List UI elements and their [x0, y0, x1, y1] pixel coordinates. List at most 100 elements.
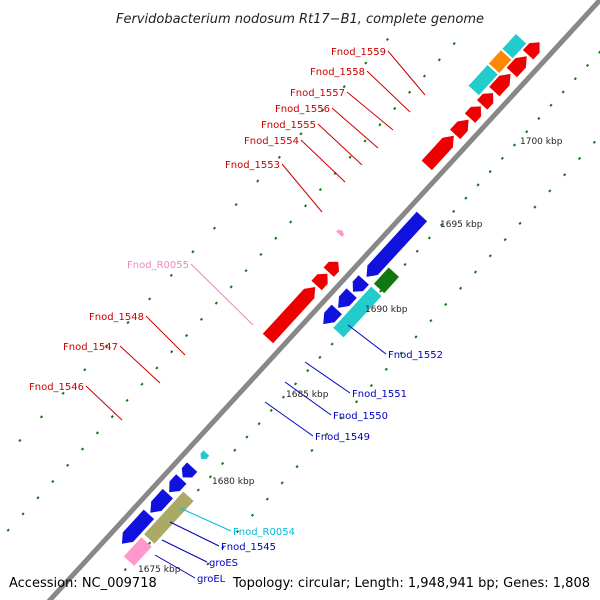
tick-mark	[429, 319, 433, 323]
tick-mark	[83, 368, 87, 372]
tick-mark	[295, 465, 299, 469]
label-leader-lines	[85, 50, 426, 579]
tick-mark	[364, 61, 368, 65]
tick-mark	[318, 187, 322, 192]
tick-mark	[269, 408, 273, 413]
leader-fnod-r0054	[179, 507, 232, 532]
tick-mark	[340, 416, 344, 420]
gene-fnod-1545	[169, 474, 187, 493]
gene-blue-small	[181, 462, 198, 478]
tick-mark	[384, 367, 388, 371]
tick-mark	[473, 270, 478, 274]
tick-mark	[110, 415, 114, 419]
gene-green	[373, 267, 399, 294]
leader-fnod-1549	[264, 401, 314, 437]
genome-summary-text: Topology: circular; Length: 1,948,941 bp…	[232, 576, 590, 591]
tick-mark	[126, 320, 130, 325]
tick-mark	[257, 422, 261, 426]
leader-fnod-1558	[366, 70, 411, 113]
gene-fnod-1556	[477, 93, 494, 110]
label-fnod-1554: Fnod_1554	[244, 136, 299, 147]
tick-mark	[169, 273, 173, 277]
tick-mark	[185, 333, 189, 338]
tick-mark	[318, 355, 322, 359]
label-fnod-1551: Fnod_1551	[352, 389, 407, 400]
tick-mark	[6, 528, 10, 532]
tick-mark	[525, 130, 529, 134]
tick-mark	[518, 221, 522, 225]
gene-olive	[144, 491, 194, 544]
tick-mark	[403, 262, 407, 267]
tick-mark	[488, 254, 492, 258]
tick-mark	[415, 249, 419, 253]
leader-groes	[161, 539, 208, 563]
label-fnod-1555: Fnod_1555	[261, 120, 316, 131]
tick-mark	[123, 568, 127, 572]
tick-mark	[500, 156, 504, 160]
tick-mark	[212, 226, 217, 230]
tick-mark	[244, 269, 248, 273]
tick-mark	[488, 169, 492, 174]
gene-cyan-c	[333, 286, 382, 338]
tick-mark	[369, 383, 373, 388]
tick-mark	[280, 481, 284, 485]
tick-mark	[245, 435, 249, 439]
gene-labels: Fnod_1559 Fnod_1558 Fnod_1557 Fnod_1556 Fnod…	[29, 47, 443, 585]
tick-mark	[18, 438, 22, 443]
tick-mark	[549, 103, 553, 107]
gene-fnod-1559	[522, 42, 540, 60]
gene-fnod-1546	[262, 287, 316, 344]
gene-orange	[488, 50, 512, 73]
gene-fnod-1554	[450, 119, 469, 140]
label-fnod-r0055: Fnod_R0055	[127, 260, 189, 271]
tick-mark	[512, 143, 517, 147]
tick-mark	[234, 202, 238, 207]
leader-fnod-1554	[300, 139, 346, 183]
label-fnod-1556: Fnod_1556	[275, 104, 330, 115]
tick-mark	[378, 123, 382, 127]
tick-mark	[299, 132, 303, 136]
leader-fnod-r0055	[190, 263, 254, 326]
tick-mark	[199, 317, 204, 321]
leader-fnod-1559	[387, 50, 426, 96]
tick-mark	[236, 529, 240, 534]
tick-mark	[170, 350, 174, 354]
tick-mark	[259, 252, 263, 257]
scale-label: 1700 kbp	[520, 137, 563, 147]
gene-fnod-1557	[489, 73, 511, 97]
tick-mark	[439, 223, 444, 227]
tick-mark	[293, 382, 298, 386]
gene-fnod-r0055	[336, 229, 344, 237]
tick-mark	[464, 196, 468, 200]
tick-mark	[548, 189, 552, 193]
tick-mark	[214, 301, 218, 305]
tick-mark	[95, 431, 99, 435]
label-groes: groES	[209, 558, 238, 569]
accession-text: Accession: NC_009718	[9, 576, 157, 591]
tick-mark	[452, 42, 456, 46]
gene-fnod-1551	[352, 275, 369, 292]
label-fnod-r0054: Fnod_R0054	[233, 527, 295, 538]
leader-fnod-1548	[145, 315, 186, 356]
tick-mark	[414, 335, 418, 339]
tick-mark	[399, 351, 403, 355]
label-fnod-1553: Fnod_1553	[225, 160, 280, 171]
leader-fnod-1556	[331, 107, 379, 149]
leader-fnod-1555	[317, 123, 363, 166]
leader-fnod-1553	[281, 163, 323, 213]
tick-mark	[585, 63, 590, 68]
tick-mark	[452, 209, 456, 213]
tick-mark	[148, 297, 152, 301]
tick-mark	[444, 302, 448, 307]
scale-label: 1685 kbp	[286, 390, 329, 400]
genome-backbone	[46, 0, 600, 600]
tick-mark	[233, 448, 237, 452]
gene-pink-small	[123, 537, 152, 566]
tick-mark	[533, 205, 537, 209]
tick-mark	[140, 382, 144, 386]
tick-mark	[476, 183, 480, 187]
tick-mark	[437, 58, 441, 62]
leader-fnod-1550	[284, 381, 332, 416]
tick-mark	[577, 156, 582, 161]
